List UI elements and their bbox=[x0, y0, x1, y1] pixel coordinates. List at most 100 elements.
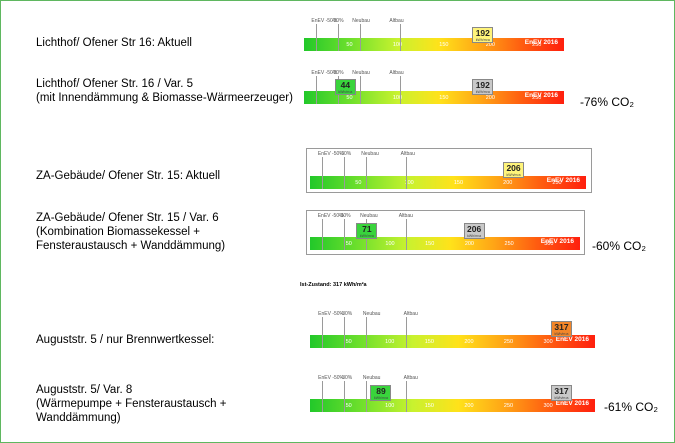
co2-saving-unit: CO₂ bbox=[632, 400, 659, 414]
scale-reference-label: -30% bbox=[331, 70, 344, 76]
scale-reference-label: Altbau bbox=[403, 375, 418, 381]
energy-value-marker: 89 kWh/m²a bbox=[370, 385, 392, 401]
marker-value: 317 bbox=[554, 386, 569, 396]
enev-label: EnEV 2016 bbox=[524, 39, 558, 46]
row-label-line: (mit Innendämmung & Biomasse-Wärmeerzeug… bbox=[36, 92, 293, 104]
co2-saving: -76% CO₂ bbox=[580, 95, 634, 109]
scale-reference-line bbox=[360, 76, 361, 104]
scale-reference-label: -30% bbox=[338, 213, 351, 219]
scale-tick-label: 100 bbox=[385, 339, 395, 345]
marker-value: 89 bbox=[376, 386, 386, 396]
scale-reference-line bbox=[316, 76, 317, 104]
scale-reference-label: Neubau bbox=[361, 151, 379, 157]
scale-tick-label: 150 bbox=[453, 180, 464, 186]
co2-saving: -61% CO₂ bbox=[604, 400, 658, 414]
scale-reference-label: Neubau bbox=[352, 18, 370, 24]
scale-reference-line bbox=[366, 157, 367, 189]
energy-value-marker: 206 kWh/m²a bbox=[463, 223, 485, 239]
row-label-line: Lichthof/ Ofener Str. 16 / Var. 5 bbox=[36, 78, 194, 90]
scale-reference-line bbox=[344, 219, 345, 250]
scale-tick-label: 100 bbox=[404, 180, 414, 186]
energy-gradient-bar: EnEV 2016 bbox=[310, 237, 580, 250]
scale-tick-label: 250 bbox=[532, 42, 542, 48]
co2-saving-value: -60% bbox=[592, 239, 621, 253]
energy-scale: EnEV 2016 50 100 150 200 250 300 EnEV -50% -30% N… bbox=[306, 210, 585, 255]
marker-unit: kWh/m²a bbox=[359, 234, 374, 238]
marker-unit: kWh/m²a bbox=[338, 90, 353, 94]
marker-unit: kWh/m²a bbox=[554, 396, 569, 400]
scale-tick-label: 200 bbox=[464, 241, 474, 247]
energy-value-marker: 192 kWh/m²a bbox=[472, 27, 494, 43]
scale-tick-label: 300 bbox=[543, 403, 553, 409]
scale-reference-line bbox=[322, 317, 323, 348]
enev-label: EnEV 2016 bbox=[546, 177, 580, 184]
scale-tick-label: 50 bbox=[355, 180, 362, 186]
scale-reference-label: Neubau bbox=[362, 311, 381, 317]
scale-tick-label: 150 bbox=[424, 339, 434, 345]
marker-unit: kWh/m²a bbox=[475, 90, 490, 94]
marker-unit: kWh/m²a bbox=[373, 396, 388, 400]
enev-label: EnEV 2016 bbox=[555, 336, 589, 343]
enev-label: EnEV 2016 bbox=[555, 400, 589, 407]
marker-value: 206 bbox=[506, 163, 521, 173]
energy-scale: EnEV 2016 50 100 150 200 250 EnEV -50% -30% Neub… bbox=[301, 68, 565, 105]
energy-gradient-bar: EnEV 2016 bbox=[310, 399, 595, 412]
scale-tick-label: 200 bbox=[503, 180, 513, 186]
scale-tick-label: 250 bbox=[503, 403, 514, 409]
scale-tick-label: 100 bbox=[385, 241, 395, 247]
scale-tick-label: 250 bbox=[503, 339, 514, 345]
scale-tick-label: 150 bbox=[439, 95, 449, 101]
scale-tick-label: 200 bbox=[464, 339, 474, 345]
enev-label: EnEV 2016 bbox=[524, 92, 558, 99]
co2-saving-value: -61% bbox=[604, 400, 633, 414]
energy-value-marker: 44 kWh/m²a bbox=[334, 79, 356, 95]
scale-reference-line bbox=[344, 157, 345, 189]
scale-reference-label: Altbau bbox=[403, 311, 418, 317]
scale-reference-line bbox=[406, 157, 407, 189]
energy-scale: EnEV 2016 50 100 150 200 250 300 EnEV -50% -30% N… bbox=[307, 373, 595, 418]
marker-unit: kWh/m²a bbox=[467, 234, 482, 238]
row-label-line: Fensteraustausch + Wanddämmung) bbox=[36, 240, 226, 252]
row-label: Auguststr. 5 / nur Brennwertkessel: bbox=[36, 333, 214, 347]
scale-reference-line bbox=[322, 219, 323, 250]
scale-tick-label: 250 bbox=[504, 241, 514, 247]
marker-value: 44 bbox=[340, 80, 351, 90]
scale-reference-label: Neubau bbox=[352, 70, 370, 76]
scale-reference-label: -30% bbox=[331, 18, 344, 24]
scale-tick-label: 100 bbox=[392, 95, 403, 101]
scale-reference-line bbox=[344, 381, 345, 412]
scale-tick-label: 50 bbox=[346, 95, 353, 101]
row-label-line: (Wärmepumpe + Fensteraustausch + bbox=[36, 398, 227, 410]
scale-tick-label: 300 bbox=[544, 241, 554, 247]
scale-reference-line bbox=[400, 76, 401, 104]
scale-tick-label: 50 bbox=[346, 42, 353, 48]
ist-zustand-note: Ist-Zustand: 317 kWh/m²a bbox=[300, 282, 367, 288]
row-label: Lichthof/ Ofener Str 16: Aktuell bbox=[36, 36, 192, 50]
co2-saving-value: -76% bbox=[580, 95, 609, 109]
scale-reference-line bbox=[406, 219, 407, 250]
co2-saving: -60% CO₂ bbox=[592, 239, 646, 253]
marker-value: 71 bbox=[362, 224, 372, 234]
energy-gradient-bar: EnEV 2016 bbox=[304, 38, 564, 51]
row-label-line: Auguststr. 5/ Var. 8 bbox=[36, 384, 133, 396]
scale-tick-label: 250 bbox=[552, 180, 562, 186]
scale-reference-label: EnEV -50% bbox=[311, 18, 338, 24]
row-label: Lichthof/ Ofener Str. 16 / Var. 5 (mit In… bbox=[36, 77, 293, 105]
marker-unit: kWh/m²a bbox=[554, 332, 569, 336]
scale-reference-label: EnEV -50% bbox=[318, 375, 344, 381]
scale-reference-line bbox=[322, 381, 323, 412]
scale-reference-label: Altbau bbox=[398, 213, 413, 219]
energy-value-marker: 71 kWh/m²a bbox=[356, 223, 378, 239]
row-label: ZA-Gebäude/ Ofener Str. 15: Aktuell bbox=[36, 169, 220, 183]
scale-tick-label: 200 bbox=[464, 403, 474, 409]
scale-reference-label: -30% bbox=[339, 151, 352, 157]
scale-tick-label: 50 bbox=[345, 403, 352, 409]
scale-reference-line bbox=[400, 24, 401, 51]
row-label-line: Lichthof/ Ofener Str 16: Aktuell bbox=[36, 37, 192, 49]
scale-reference-label: EnEV -50% bbox=[318, 311, 344, 317]
scale-reference-line bbox=[316, 24, 317, 51]
energy-value-marker: 317 kWh/m²a bbox=[550, 385, 572, 401]
energy-scale: EnEV 2016 50 100 150 200 250 EnEV -50% -30% Neub… bbox=[306, 148, 592, 193]
scale-tick-label: 50 bbox=[345, 241, 352, 247]
scale-reference-line bbox=[338, 24, 339, 51]
